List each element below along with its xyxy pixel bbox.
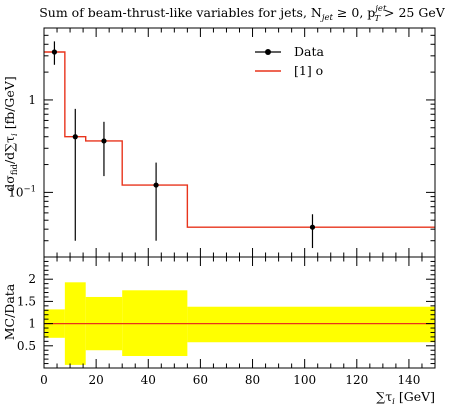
- data-point: [309, 224, 316, 230]
- legend-data-marker: [265, 49, 271, 55]
- x-tick-label: 20: [88, 373, 103, 387]
- x-tick-label: 0: [40, 373, 48, 387]
- ratio-y-tick-label: 0.5: [17, 339, 36, 353]
- legend-data-label: Data: [294, 44, 324, 59]
- ratio-y-axis-label: MC/Data: [2, 283, 17, 340]
- legend: Data [1] o: [255, 44, 324, 78]
- ratio-y-tick-label: 1: [28, 317, 36, 331]
- data-point: [72, 134, 78, 140]
- legend-mc-label: [1] o: [294, 63, 323, 78]
- ratio-y-tick-label: 2: [28, 272, 36, 286]
- data-point: [153, 182, 159, 188]
- ratio-y-tick-label: 1.5: [17, 294, 36, 308]
- x-axis-label: ∑τi [GeV]: [376, 389, 435, 407]
- x-tick-label: 40: [141, 373, 156, 387]
- ratio-plot-frame: [43, 256, 436, 369]
- chart-title: Sum of beam-thrust-like variables for je…: [39, 4, 445, 24]
- axes: 1 10−1 0 20 40 60 80 100 120 140 0.5 1 1.5 2: [8, 27, 436, 387]
- y-tick-label: 10−1: [8, 184, 36, 199]
- data-point: [101, 138, 107, 144]
- x-tick-label: 100: [293, 373, 316, 387]
- x-tick-label: 80: [245, 373, 260, 387]
- x-tick-label: 60: [193, 373, 208, 387]
- y-axis-label: dσfid/d∑τi [fb/GeV]: [2, 76, 20, 191]
- data-point: [51, 49, 58, 55]
- y-tick-label: 1: [28, 93, 36, 107]
- main-panel: [44, 41, 435, 249]
- ratio-band-bin: [187, 306, 435, 343]
- x-tick-label: 140: [397, 373, 420, 387]
- ratio-panel: [44, 282, 435, 365]
- x-tick-label: 120: [345, 373, 368, 387]
